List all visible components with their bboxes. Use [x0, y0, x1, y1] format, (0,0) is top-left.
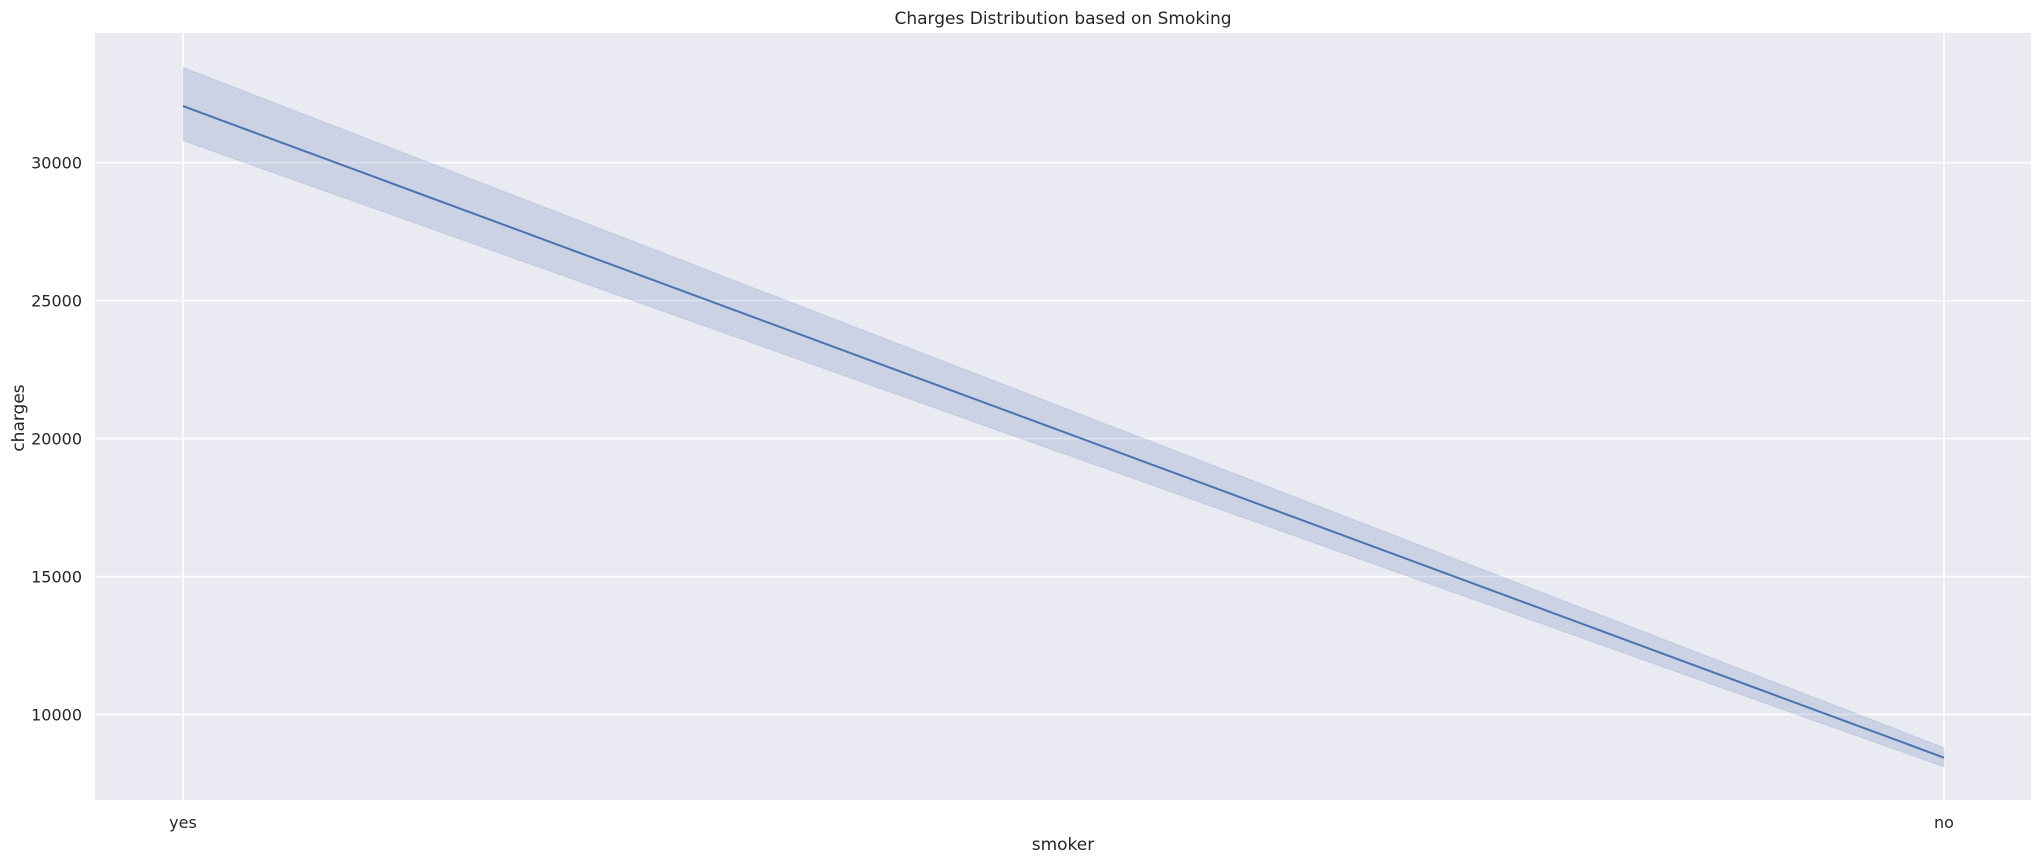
x-tick-label: no — [1934, 813, 1954, 832]
y-axis-label: charges — [9, 384, 29, 451]
y-tick-label: 30000 — [31, 154, 82, 173]
y-tick-label: 15000 — [31, 568, 82, 587]
chart-title: Charges Distribution based on Smoking — [894, 9, 1231, 29]
y-axis-ticks: 10000 15000 20000 25000 30000 — [31, 154, 82, 725]
y-tick-label: 25000 — [31, 292, 82, 311]
y-tick-label: 20000 — [31, 430, 82, 449]
x-axis-ticks: yes no — [169, 813, 1954, 832]
x-axis-label: smoker — [1032, 835, 1095, 855]
x-tick-label: yes — [169, 813, 197, 832]
y-tick-label: 10000 — [31, 705, 82, 724]
